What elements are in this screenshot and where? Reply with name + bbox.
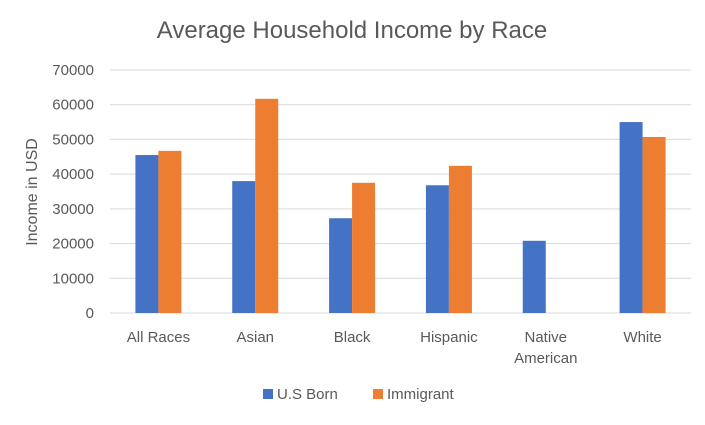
legend-item-u-s-born: U.S Born xyxy=(263,386,338,403)
legend: U.S Born Immigrant xyxy=(263,386,455,403)
bar-u-s-born-white xyxy=(619,122,643,313)
legend-item-immigrant: Immigrant xyxy=(373,386,455,403)
bar-u-s-born-native-american xyxy=(522,240,546,313)
x-tick-label: Asian xyxy=(236,329,274,346)
bar-immigrant-white xyxy=(642,136,666,313)
y-tick-label: 60000 xyxy=(52,97,94,114)
y-tick-label: 0 xyxy=(86,305,94,322)
y-axis-ticks: 0 10000 20000 30000 40000 50000 60000 70000 xyxy=(52,62,94,322)
y-tick-label: 70000 xyxy=(52,62,94,79)
x-axis-ticks: All Races Asian Black Hispanic Native America… xyxy=(127,329,662,367)
legend-swatch xyxy=(373,389,383,399)
y-tick-label: 50000 xyxy=(52,131,94,148)
legend-swatch xyxy=(263,389,273,399)
y-axis-title: Income in USD xyxy=(24,138,41,246)
bar-immigrant-hispanic xyxy=(448,165,472,313)
gridlines xyxy=(110,69,691,314)
x-tick-label: Hispanic xyxy=(420,329,478,346)
x-tick-label: Native American xyxy=(514,329,577,367)
bar-u-s-born-black xyxy=(329,218,353,313)
bar-immigrant-all-races xyxy=(158,150,182,313)
bar-u-s-born-all-races xyxy=(135,155,159,313)
bar-u-s-born-asian xyxy=(232,181,256,313)
x-tick-label: Black xyxy=(334,329,371,346)
bar-immigrant-asian xyxy=(255,98,279,313)
y-tick-label: 40000 xyxy=(52,166,94,183)
y-tick-label: 20000 xyxy=(52,236,94,253)
x-tick-label: White xyxy=(623,329,661,346)
legend-label: U.S Born xyxy=(277,386,338,403)
bar-u-s-born-hispanic xyxy=(425,185,449,313)
bar-immigrant-black xyxy=(352,182,376,313)
y-tick-label: 30000 xyxy=(52,201,94,218)
legend-label: Immigrant xyxy=(387,386,455,403)
chart-title: Average Household Income by Race xyxy=(157,17,547,44)
bars xyxy=(135,98,666,313)
x-tick-label: All Races xyxy=(127,329,190,346)
y-tick-label: 10000 xyxy=(52,270,94,287)
